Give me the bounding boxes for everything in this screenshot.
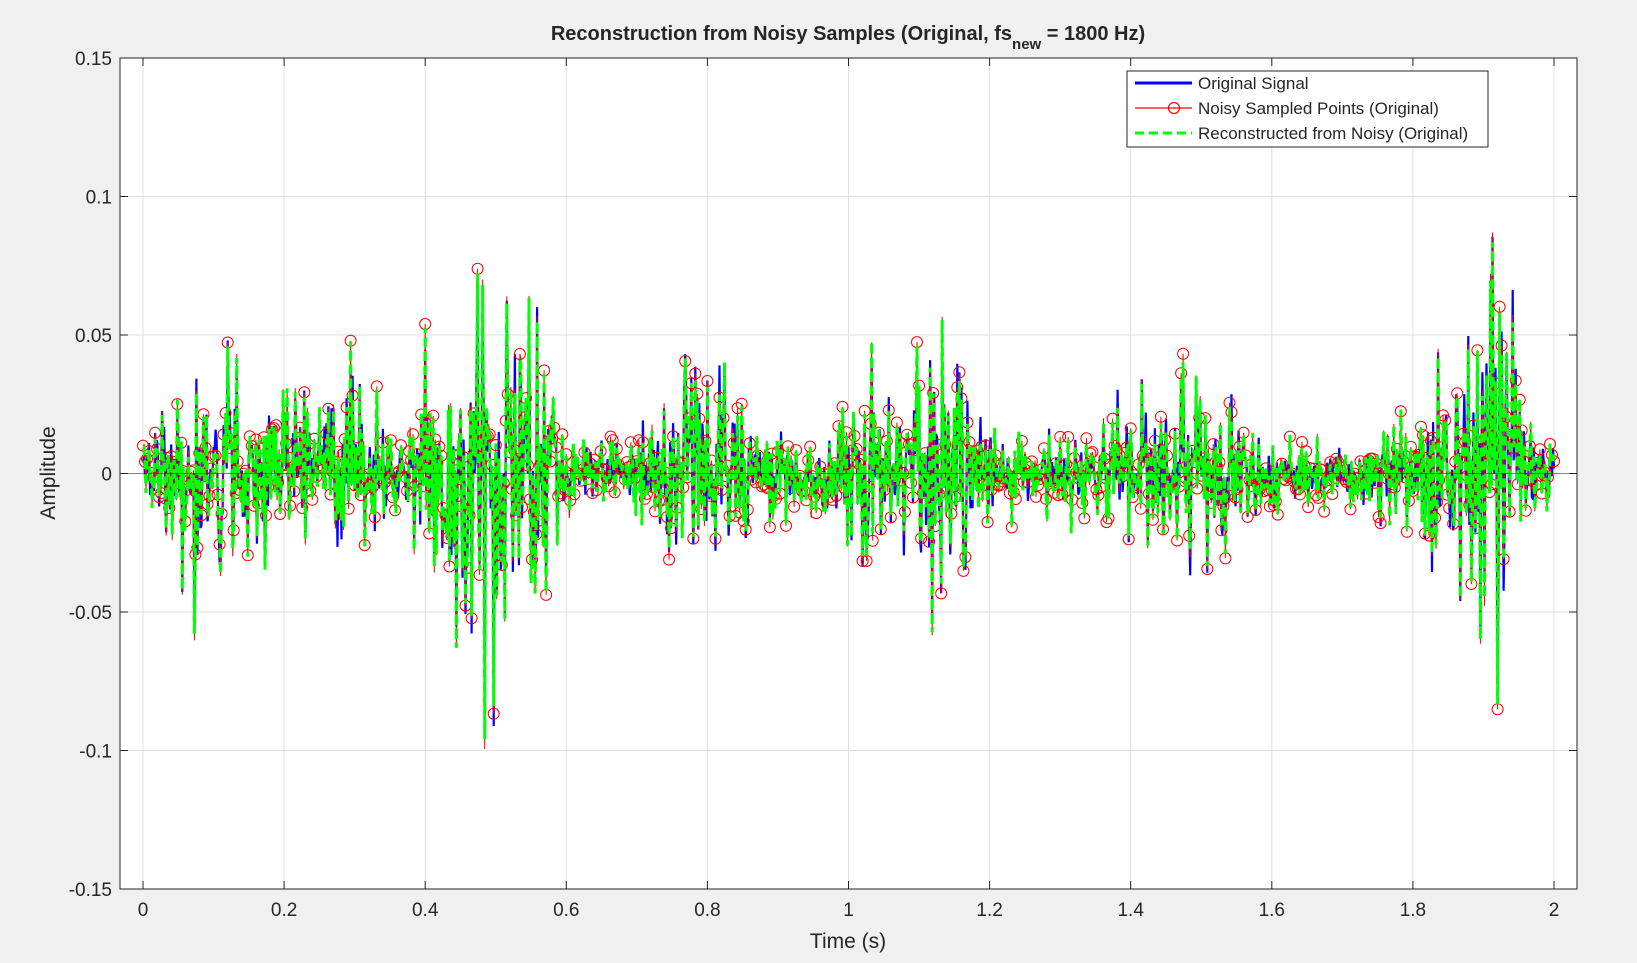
y-tick-label: 0.15 (75, 49, 112, 70)
x-axis-label: Time (s) (810, 930, 886, 953)
y-tick-label: -0.1 (79, 742, 112, 763)
x-tick-label: 1.4 (1117, 900, 1144, 921)
data-layer (120, 232, 1577, 750)
noisy-sample-marker (1533, 443, 1546, 456)
noisy-sample-marker (1177, 347, 1190, 360)
noisy-sample-marker (981, 516, 994, 529)
noisy-sample-marker (953, 366, 966, 379)
x-tick-label: 0.8 (694, 900, 720, 921)
noisy-sample-marker (296, 502, 309, 514)
noisy-sample-marker (1493, 300, 1506, 313)
chart-title: Reconstruction from Noisy Samples (Origi… (551, 23, 1145, 53)
noisy-sample-marker (1175, 367, 1188, 380)
axes-box (119, 57, 1578, 890)
legend-marker-noisy (1167, 101, 1181, 115)
noisy-sample-marker (935, 587, 948, 600)
noisy-sample-marker (689, 367, 702, 380)
x-tick-label: 1.6 (1259, 900, 1285, 921)
noisy-sample-marker (1495, 339, 1508, 352)
noisy-sample-marker (1080, 432, 1093, 445)
y-tick-label: -0.05 (69, 603, 112, 624)
noisy-sample-marker (927, 387, 940, 399)
y-tick-label: 0.1 (86, 188, 112, 209)
noisy-sample-marker (604, 430, 617, 443)
noisy-sample-marker (788, 500, 801, 513)
noisy-sample-marker (1225, 406, 1238, 419)
noisy-sample-marker (209, 449, 222, 462)
noisy-sample-marker (1154, 410, 1167, 423)
noisy-sample-marker (1030, 490, 1042, 503)
noisy-sample-marker (509, 509, 522, 522)
y-tick-label: -0.15 (69, 880, 112, 901)
noisy-sample-marker (1007, 486, 1020, 499)
x-tick-labels: 0 0.2 0.4 0.6 0.8 1 1.2 1.4 1.6 1.8 2 (138, 900, 1560, 921)
noisy-sample-marker (358, 539, 371, 552)
noisy-sample-marker (241, 549, 254, 562)
noisy-sample-marker (513, 348, 526, 360)
noisy-sample-marker (663, 553, 676, 566)
noisy-sample-marker (608, 486, 621, 499)
legend-label-original: Original Signal (1198, 74, 1309, 93)
legend: Original Signal Noisy Sampled Points (Or… (1126, 70, 1489, 148)
chart-title-suffix: = 1800 Hz) (1041, 23, 1145, 45)
y-axis-label: Amplitude (37, 426, 60, 519)
x-tick-label: 0.4 (412, 900, 439, 921)
y-tick-labels: -0.15 -0.1 -0.05 0 0.05 0.1 0.15 (69, 49, 112, 901)
legend-label-noisy: Noisy Sampled Points (Original) (1198, 99, 1439, 118)
legend-label-reconstructed: Reconstructed from Noisy (Original) (1198, 124, 1468, 143)
x-tick-label: 1.8 (1400, 900, 1426, 921)
x-tick-label: 1 (843, 900, 854, 921)
x-tick-label: 0.6 (553, 900, 579, 921)
chart-title-subscript: new (1012, 36, 1042, 53)
x-tick-label: 2 (1549, 900, 1560, 921)
legend-box (1126, 70, 1489, 148)
axes (119, 57, 1578, 890)
x-tick-label: 1.2 (976, 900, 1002, 921)
noisy-sample-marker (701, 375, 714, 387)
x-tick-label: 0 (138, 900, 149, 921)
noisy-sample-marker (1372, 511, 1385, 523)
noisy-sample-marker (270, 419, 282, 432)
y-tick-label: 0 (101, 465, 112, 486)
x-tick-label: 0.2 (271, 900, 297, 921)
noisy-sample-marker (487, 707, 500, 720)
y-tick-label: 0.05 (75, 326, 112, 347)
noisy-sample-marker (149, 426, 162, 439)
noisy-sample-marker (600, 471, 613, 484)
